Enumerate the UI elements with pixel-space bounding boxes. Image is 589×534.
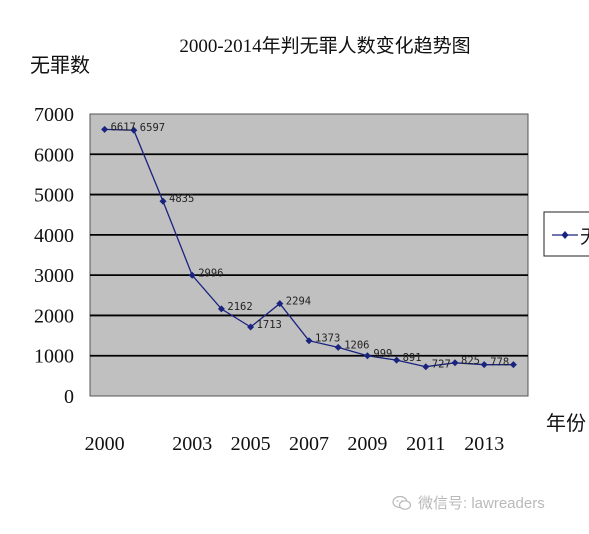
y-tick-label: 7000 <box>34 104 74 126</box>
data-point <box>480 361 488 369</box>
y-tick-label: 4000 <box>34 225 74 247</box>
data-point <box>509 361 517 369</box>
y-axis-ticks: 0 1000 2000 3000 4000 5000 6000 7000 <box>34 104 74 408</box>
x-tick-label: 2005 <box>231 433 271 455</box>
data-points <box>101 125 517 371</box>
data-label: 2294 <box>286 296 311 308</box>
data-label: 727 <box>432 359 451 371</box>
data-label: 825 <box>461 355 480 367</box>
x-axis-label: 年份 <box>546 411 586 435</box>
data-label: 1206 <box>344 339 369 351</box>
data-label: 778 <box>490 357 509 369</box>
y-tick-label: 0 <box>64 386 74 408</box>
data-point <box>334 343 342 351</box>
data-point <box>422 363 430 371</box>
x-tick-label: 2003 <box>172 433 212 455</box>
data-point <box>247 323 255 331</box>
y-tick-label: 2000 <box>34 305 74 327</box>
data-label: 2996 <box>198 267 223 279</box>
data-point <box>217 305 225 313</box>
data-point <box>393 356 401 364</box>
chart-title: 2000-2014年判无罪人数变化趋势图 <box>179 35 470 57</box>
data-label: 2162 <box>227 301 252 313</box>
watermark-text: 微信号: lawreaders <box>418 495 545 512</box>
x-tick-label: 2007 <box>289 433 329 455</box>
data-label: 999 <box>373 348 392 360</box>
y-tick-label: 6000 <box>34 144 74 166</box>
data-point <box>363 352 371 360</box>
data-label: 6617 <box>111 121 136 133</box>
data-label: 4835 <box>169 193 194 205</box>
legend-point-marker <box>561 231 569 239</box>
data-label: 1373 <box>315 333 340 345</box>
plot-area <box>89 113 529 397</box>
data-point <box>305 337 313 345</box>
x-axis-ticks: 2000 2003 2005 2007 2009 2011 2013 <box>85 433 505 455</box>
data-point <box>451 359 459 367</box>
data-point <box>276 300 284 308</box>
watermark: 微信号: lawreaders <box>392 492 545 513</box>
data-point <box>101 125 109 133</box>
data-label: 1713 <box>257 319 282 331</box>
y-tick-label: 3000 <box>34 265 74 287</box>
x-tick-label: 2000 <box>85 433 125 455</box>
x-tick-label: 2009 <box>347 433 387 455</box>
data-point <box>130 126 138 134</box>
grid-lines <box>90 153 528 357</box>
data-point <box>159 197 167 205</box>
data-labels: 6617 6597 4835 2996 2162 1713 2294 1373 1206 999 8… <box>111 121 510 370</box>
x-tick-label: 2011 <box>406 433 445 455</box>
data-label: 6597 <box>140 122 165 134</box>
y-axis-label: 无罪数 <box>30 53 90 77</box>
y-tick-label: 1000 <box>34 346 74 368</box>
legend-label: 无 <box>580 226 589 248</box>
wechat-icon <box>392 495 412 510</box>
y-tick-label: 5000 <box>34 185 74 207</box>
data-point <box>188 271 196 279</box>
x-tick-label: 2013 <box>464 433 504 455</box>
data-label: 891 <box>403 352 422 364</box>
legend: 无 <box>543 211 589 257</box>
